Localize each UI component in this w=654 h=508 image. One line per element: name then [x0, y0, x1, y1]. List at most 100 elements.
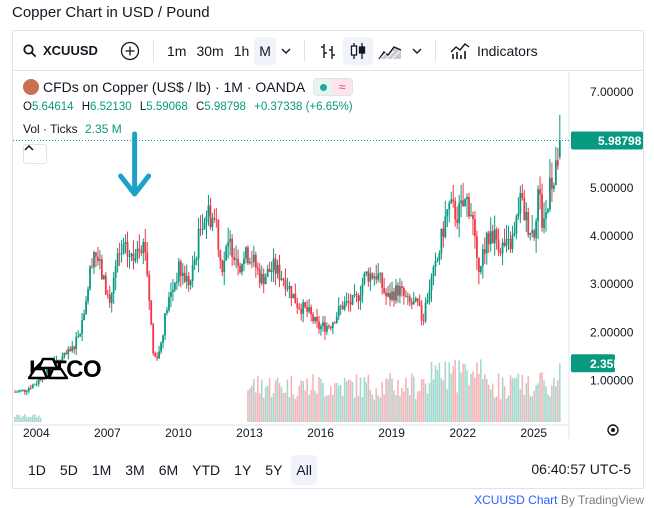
candle-body: [37, 379, 40, 384]
volume-bar: [460, 372, 462, 422]
candle-body: [466, 196, 468, 200]
candle-body: [181, 272, 184, 276]
indicators-button[interactable]: Indicators: [444, 37, 543, 65]
volume-bar: [369, 389, 372, 422]
volume-bar: [330, 386, 332, 422]
range-5y[interactable]: 5Y: [265, 462, 283, 478]
interval-1m[interactable]: 1m: [167, 42, 187, 59]
candle-body: [531, 230, 534, 233]
candle-body: [501, 242, 504, 254]
candle-body: [381, 273, 384, 288]
candle-body: [221, 260, 224, 273]
range-5d[interactable]: 5D: [59, 462, 78, 478]
volume-bar: [284, 392, 287, 422]
compare-symbol-button[interactable]: [115, 37, 145, 65]
chevron-down-icon: [281, 48, 291, 54]
volume-bar: [351, 381, 354, 422]
candle-body: [156, 356, 159, 359]
volume-bar: [555, 386, 557, 422]
candle-body: [503, 242, 506, 246]
chart-area[interactable]: 5.98798 2.35M 7.00000 5.00000 4.00000 3.00000…: [13, 72, 643, 439]
symbol-search[interactable]: XCUUSD: [23, 43, 115, 58]
range-6m[interactable]: 6M: [158, 462, 179, 478]
candle-body: [284, 279, 287, 289]
volume-bar: [367, 374, 370, 422]
candle-body: [270, 270, 273, 273]
range-1m[interactable]: 1M: [91, 462, 112, 478]
toolbar-divider: [153, 39, 154, 62]
range-all[interactable]: All: [291, 455, 317, 485]
candle-body: [65, 352, 68, 355]
volume-bar: [302, 381, 304, 422]
candle-body: [239, 265, 241, 273]
price-chart[interactable]: 5.98798 2.35M 7.00000 5.00000 4.00000 3.00000…: [13, 72, 643, 439]
candle-body: [410, 301, 413, 305]
interval-month[interactable]: M: [254, 36, 276, 65]
range-1y[interactable]: 1Y: [234, 462, 252, 478]
volume-bar: [527, 376, 530, 422]
area-chart-type-button[interactable]: [373, 37, 407, 65]
candle-body: [33, 384, 36, 386]
candle-body: [126, 242, 129, 257]
candle-body: [266, 268, 269, 277]
market-status[interactable]: ≈: [313, 78, 354, 96]
candles-chart-type-button[interactable]: [342, 36, 373, 65]
candle-body: [481, 249, 484, 267]
bar-chart-type-button[interactable]: [313, 37, 343, 65]
candle-body: [233, 256, 236, 260]
volume-bar: [274, 380, 277, 422]
candle-body: [529, 232, 532, 235]
volume-bar: [549, 396, 551, 422]
candle-body: [73, 346, 76, 349]
volume-bar: [332, 394, 334, 422]
market-open-icon: [314, 79, 333, 95]
volume-bar: [420, 379, 423, 422]
candle-body: [371, 273, 374, 279]
candle-body: [535, 221, 538, 238]
candle-body: [23, 389, 26, 393]
gear-hub: [611, 428, 615, 432]
range-ytd[interactable]: YTD: [192, 462, 221, 478]
candles-icon: [350, 42, 366, 59]
volume-bar: [387, 379, 389, 422]
chart-link[interactable]: XCUUSD Chart: [474, 493, 558, 507]
candle-body: [442, 228, 445, 238]
timezone-clock[interactable]: 06:40:57 UTC-5: [531, 461, 631, 477]
volume-bar: [247, 390, 249, 422]
chart-type-dropdown[interactable]: [407, 37, 427, 65]
range-1d[interactable]: 1D: [28, 462, 46, 478]
volume-bar: [349, 380, 352, 422]
candle-body: [114, 265, 117, 278]
candle-body: [513, 233, 516, 236]
volume-bar: [326, 395, 328, 422]
candle-body: [199, 229, 202, 230]
candle-body: [217, 219, 220, 250]
volume-bar: [339, 384, 342, 422]
volume-bar: [551, 385, 553, 422]
candle-body: [365, 271, 368, 274]
range-3m[interactable]: 3M: [125, 462, 145, 478]
volume-bar: [440, 378, 443, 422]
volume-bar: [485, 379, 488, 422]
x-tick-label: 2013: [236, 426, 263, 439]
candle-body: [539, 189, 541, 195]
interval-1h[interactable]: 1h: [233, 42, 250, 59]
candle-body: [280, 278, 283, 280]
candle-body: [468, 196, 470, 217]
candle-body: [464, 199, 466, 207]
candle-body: [325, 326, 328, 332]
candle-body: [298, 307, 301, 309]
volume-bar: [292, 394, 295, 422]
candle-body: [446, 209, 449, 217]
interval-dropdown[interactable]: [276, 37, 296, 65]
settings-gear-icon[interactable]: [607, 424, 619, 436]
interval-30m[interactable]: 30m: [196, 42, 224, 59]
volume-bar: [559, 363, 561, 422]
collapse-legend-button[interactable]: [23, 144, 47, 164]
candle-body: [122, 244, 125, 254]
volume-bar: [517, 373, 520, 422]
volume-bar: [418, 390, 421, 422]
volume-bar: [249, 388, 251, 422]
volume-bar: [255, 392, 257, 422]
candle-body: [191, 265, 194, 281]
